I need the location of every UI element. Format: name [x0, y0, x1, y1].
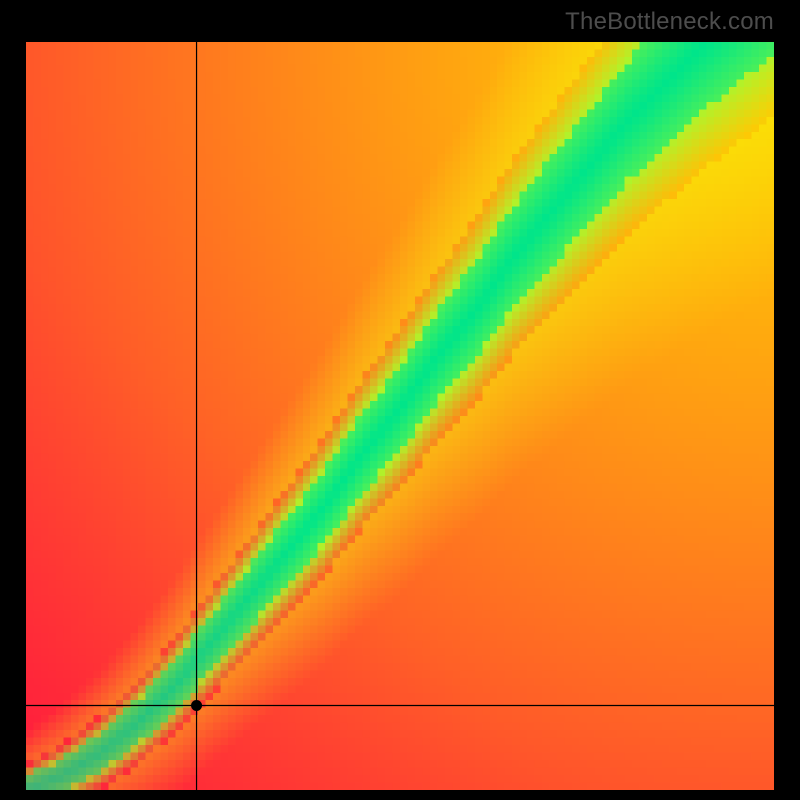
bottleneck-heatmap [26, 42, 774, 790]
heatmap-canvas [26, 42, 774, 790]
watermark-text: TheBottleneck.com [565, 8, 774, 36]
